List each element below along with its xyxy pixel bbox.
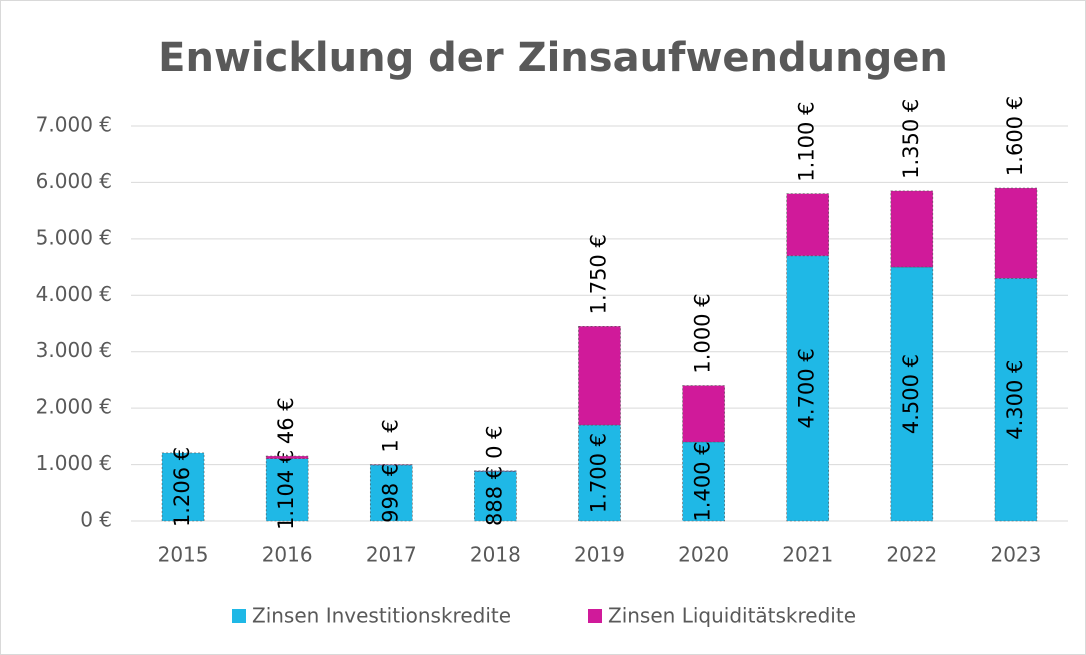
data-label: 1.000 € xyxy=(691,293,715,373)
chart-title: Enwicklung der Zinsaufwendungen xyxy=(158,35,948,81)
bar-segment xyxy=(161,452,205,522)
legend-label: Zinsen Investitionskredite xyxy=(252,604,511,628)
data-label: 1 € xyxy=(378,419,402,452)
bar-segment xyxy=(994,187,1038,279)
data-label: 4.700 € xyxy=(795,348,819,428)
y-tick-label: 2.000 € xyxy=(36,395,112,419)
legend-label: Zinsen Liquiditätskredite xyxy=(608,604,856,628)
x-tick-label: 2022 xyxy=(886,543,937,567)
bar-segment xyxy=(369,464,413,466)
y-tick-label: 3.000 € xyxy=(36,338,112,362)
bar-segment xyxy=(369,464,413,522)
y-tick-label: 0 € xyxy=(80,508,112,532)
bar-segment xyxy=(578,326,621,426)
data-label: 1.100 € xyxy=(795,102,819,182)
x-tick-label: 2018 xyxy=(470,543,521,567)
data-label: 888 € xyxy=(482,466,506,526)
bar-segment xyxy=(890,266,934,522)
data-label: 4.500 € xyxy=(899,354,923,434)
data-label: 0 € xyxy=(482,425,506,458)
bar-segment xyxy=(474,470,517,472)
data-label: 4.300 € xyxy=(1003,360,1027,440)
y-tick-label: 6.000 € xyxy=(36,169,112,193)
y-tick-label: 5.000 € xyxy=(36,225,112,249)
x-tick-label: 2016 xyxy=(262,543,313,567)
y-tick-label: 1.000 € xyxy=(36,451,112,475)
x-tick-label: 2017 xyxy=(366,543,417,567)
y-tick-label: 7.000 € xyxy=(36,113,112,137)
y-tick-label: 4.000 € xyxy=(36,282,112,306)
bar-segment xyxy=(474,470,517,522)
data-label: 1.400 € xyxy=(691,441,715,521)
legend-swatch xyxy=(588,609,602,623)
bar-segment xyxy=(578,424,621,522)
x-tick-label: 2020 xyxy=(678,543,729,567)
data-label: 46 € xyxy=(274,397,298,444)
bar-segment xyxy=(682,385,725,443)
bar-segment xyxy=(786,193,830,257)
data-label: 1.350 € xyxy=(899,99,923,179)
x-tick-label: 2021 xyxy=(782,543,833,567)
bar-segment xyxy=(890,190,934,268)
data-label: 1.700 € xyxy=(587,433,611,513)
legend-swatch xyxy=(232,609,246,623)
x-tick-label: 2023 xyxy=(990,543,1041,567)
x-tick-label: 2019 xyxy=(574,543,625,567)
data-label: 1.750 € xyxy=(587,234,611,314)
data-label: 1.600 € xyxy=(1003,96,1027,176)
bar-segment xyxy=(265,458,309,522)
bar-segment xyxy=(265,455,309,460)
data-label: 1.206 € xyxy=(170,447,194,527)
data-label: 998 € xyxy=(378,463,402,523)
x-tick-label: 2015 xyxy=(158,543,209,567)
data-label: 1.104 € xyxy=(274,450,298,530)
